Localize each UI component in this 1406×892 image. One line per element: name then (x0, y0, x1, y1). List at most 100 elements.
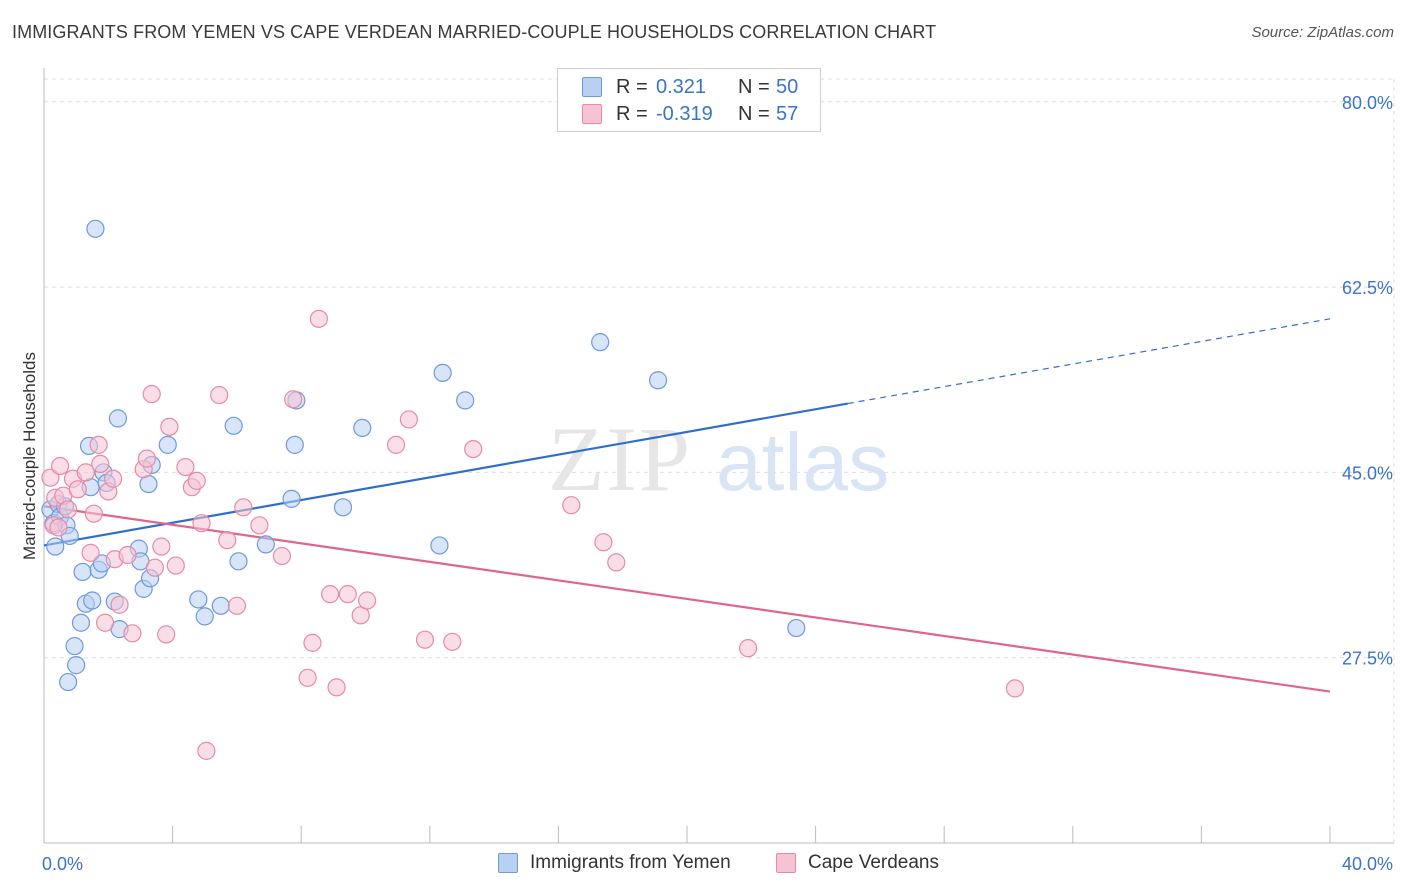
point-cape-verdean (227, 596, 246, 615)
legend-n-label: N = (738, 102, 770, 125)
point-yemen (433, 363, 452, 382)
bottom-legend-label-cape-verdean: Cape Verdeans (808, 852, 939, 873)
bottom-legend-yemen: Immigrants from Yemen (498, 852, 731, 874)
point-cape-verdean (142, 384, 161, 404)
point-yemen (108, 409, 128, 428)
trendline-yemen (43, 402, 848, 547)
watermark-atlas: atlas (716, 417, 889, 508)
point-cape-verdean (327, 678, 346, 697)
point-cape-verdean (160, 417, 179, 436)
source-label: Source: ZipAtlas.com (1251, 24, 1394, 41)
y-tick-label: 45.0% (1342, 463, 1393, 483)
correlation-legend: R = 0.321 N = 50 R = -0.319 N = 57 (557, 68, 821, 132)
point-yemen (46, 537, 65, 556)
point-yemen (353, 418, 372, 438)
point-yemen (285, 435, 304, 454)
point-cape-verdean (50, 456, 70, 476)
point-cape-verdean (738, 639, 758, 658)
y-tick-label: 27.5% (1342, 649, 1393, 669)
legend-n-value: 50 (776, 75, 799, 98)
point-cape-verdean (197, 741, 216, 760)
point-cape-verdean (1005, 679, 1025, 698)
bottom-legend-swatch-pink (776, 853, 796, 873)
y-axis-label: Married-couple Households (20, 352, 39, 560)
point-cape-verdean (89, 435, 108, 454)
point-yemen (67, 656, 86, 675)
point-cape-verdean (68, 480, 87, 499)
point-yemen (282, 489, 301, 508)
point-yemen (73, 562, 92, 582)
point-cape-verdean (157, 625, 176, 644)
legend-swatch-blue (582, 77, 602, 97)
point-cape-verdean (234, 498, 253, 517)
point-cape-verdean (218, 531, 237, 550)
legend-n-label: N = (738, 75, 770, 98)
trendlines (43, 318, 1331, 693)
point-cape-verdean (464, 439, 483, 459)
x-tick-label: 40.0% (1342, 854, 1393, 874)
point-yemen (83, 591, 102, 610)
point-cape-verdean (187, 471, 206, 490)
tick-labels: 27.5% 45.0% 62.5% 80.0% 0.0% 40.0% (42, 93, 1393, 874)
point-cape-verdean (272, 546, 292, 566)
y-tick-label: 80.0% (1342, 93, 1393, 113)
point-yemen (224, 416, 243, 435)
point-yemen (591, 333, 610, 352)
point-yemen (71, 613, 91, 632)
point-yemen (195, 607, 214, 626)
point-cape-verdean (358, 591, 377, 610)
bottom-legend-label-yemen: Immigrants from Yemen (530, 852, 731, 873)
point-cape-verdean (104, 469, 123, 488)
point-cape-verdean (123, 624, 142, 643)
point-cape-verdean (145, 558, 165, 577)
point-cape-verdean (91, 454, 110, 474)
point-cape-verdean (321, 585, 340, 604)
point-cape-verdean (303, 633, 322, 652)
watermark-zip: ZIP (548, 408, 692, 510)
point-cape-verdean (210, 385, 229, 405)
point-cape-verdean (176, 457, 195, 477)
legend-swatch-pink (582, 104, 602, 124)
point-cape-verdean (152, 537, 171, 556)
legend-r-value: 0.321 (656, 75, 707, 98)
point-cape-verdean (110, 595, 129, 614)
point-cape-verdean (607, 553, 626, 572)
chart-title: IMMIGRANTS FROM YEMEN VS CAPE VERDEAN MA… (12, 22, 937, 42)
point-cape-verdean (166, 556, 185, 575)
legend-row-cape-verdean: R = -0.319 N = 57 (582, 101, 798, 127)
point-cape-verdean (250, 516, 269, 535)
point-cape-verdean (118, 545, 137, 565)
point-cape-verdean (399, 410, 419, 429)
point-yemen (65, 636, 84, 656)
trendline-yemen-extrapolated (847, 318, 1331, 405)
point-cape-verdean (49, 518, 68, 537)
point-cape-verdean (192, 514, 211, 533)
point-cape-verdean (41, 468, 60, 487)
point-yemen (333, 498, 353, 517)
point-cape-verdean (59, 500, 78, 519)
bottom-legend-swatch-blue (498, 853, 518, 873)
x-tick-label: 0.0% (42, 854, 83, 874)
point-yemen (787, 618, 806, 638)
point-yemen (189, 590, 208, 609)
legend-r-label: R = (616, 75, 648, 98)
point-cape-verdean (386, 435, 406, 454)
point-yemen (648, 371, 668, 390)
axes (43, 68, 1394, 844)
point-yemen (229, 552, 248, 571)
point-cape-verdean (443, 632, 462, 651)
point-cape-verdean (309, 309, 328, 328)
point-cape-verdean (298, 668, 317, 687)
bottom-legend-cape-verdean: Cape Verdeans (776, 852, 939, 874)
legend-r-label: R = (616, 102, 648, 125)
point-yemen (430, 536, 449, 555)
point-yemen (86, 219, 105, 238)
legend-row-yemen: R = 0.321 N = 50 (582, 74, 798, 100)
point-cape-verdean (76, 463, 95, 482)
y-tick-label: 62.5% (1342, 278, 1393, 298)
point-cape-verdean (95, 613, 115, 632)
point-yemen (158, 435, 177, 454)
point-cape-verdean (84, 504, 103, 523)
watermark: ZIP atlas (548, 408, 889, 510)
point-cape-verdean (81, 543, 100, 562)
